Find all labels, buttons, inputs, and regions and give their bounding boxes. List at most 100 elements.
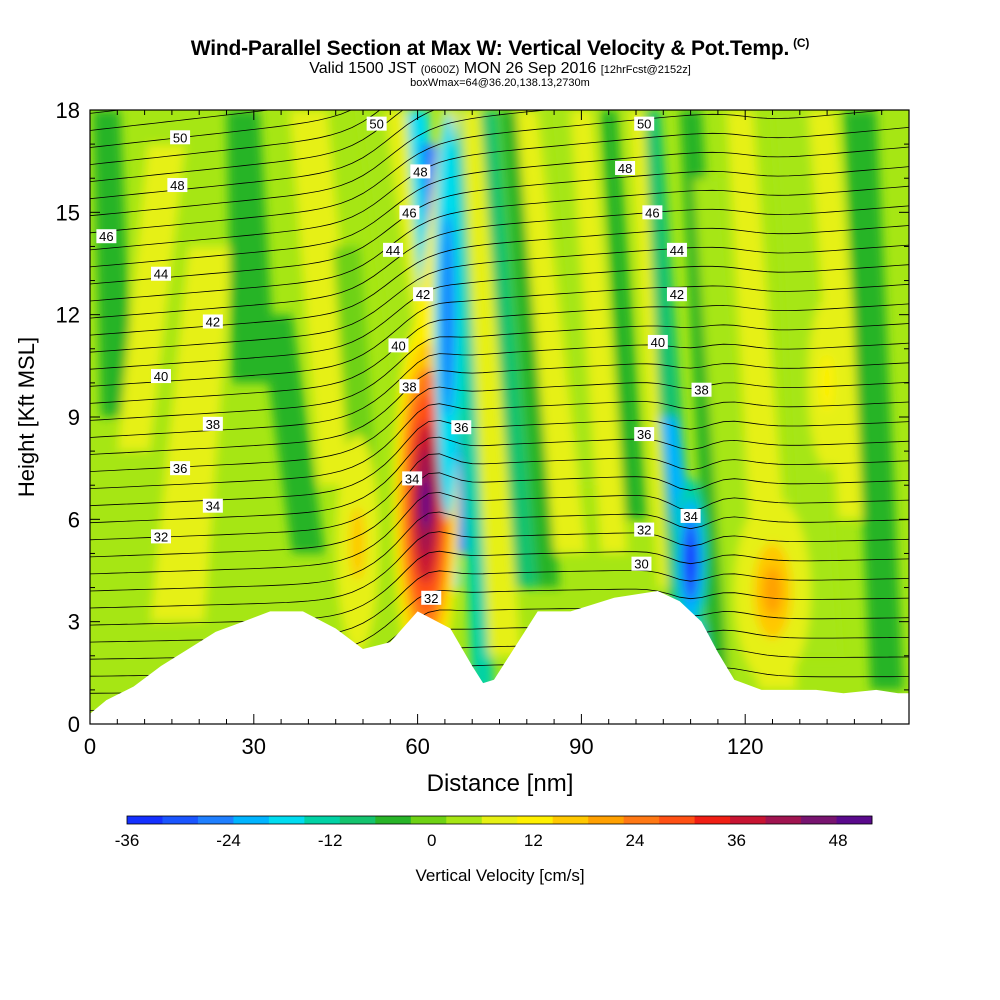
theta-label-text: 42 — [670, 287, 684, 302]
theta-label-text: 38 — [694, 383, 708, 398]
colorbar-swatch — [588, 816, 625, 824]
velocity-band-28 — [843, 110, 904, 690]
colorbar-tick-label: 12 — [524, 831, 543, 850]
velocity-band-6 — [333, 246, 377, 486]
colorbar-swatch — [304, 816, 341, 824]
theta-label-box — [666, 242, 687, 257]
y-tick-label: 12 — [56, 303, 80, 328]
theta-contour-14 — [90, 401, 909, 489]
colorbar-swatch — [127, 816, 163, 824]
theta-label-17: 36 — [451, 420, 472, 435]
theta-label-2: 46 — [96, 229, 117, 244]
theta-contour-25 — [90, 185, 909, 302]
theta-label-box — [202, 314, 223, 329]
theta-label-box — [634, 522, 655, 537]
theta-label-text: 42 — [416, 287, 430, 302]
forecast-info: [12hrFcst@2152z] — [600, 64, 691, 76]
theta-label-29: 32 — [634, 522, 655, 538]
y-tick-label: 0 — [68, 712, 80, 737]
theta-contour-39 — [90, 0, 909, 62]
theta-label-text: 46 — [99, 229, 113, 244]
theta-label-text: 32 — [637, 523, 651, 538]
box-wmax-info: boxWmax=64@36.20,138.13,2730m — [410, 77, 590, 89]
velocity-band-15 — [499, 110, 560, 588]
theta-label-box — [388, 338, 409, 353]
theta-label-box — [634, 116, 655, 131]
theta-label-26: 38 — [691, 382, 712, 398]
theta-label-9: 32 — [150, 529, 171, 544]
x-tick-label: 120 — [727, 734, 764, 759]
downdraft-core-east-ring-3 — [686, 539, 695, 581]
colorbar-swatch — [765, 816, 802, 824]
theta-label-box — [691, 382, 712, 397]
y-axis-label: Height [Kft MSL] — [14, 337, 39, 497]
theta-contour-0 — [318, 663, 909, 724]
theta-label-box — [647, 334, 668, 349]
y-tick-label: 9 — [68, 405, 80, 430]
updraft-core-east-ring-3 — [762, 567, 783, 615]
theta-label-box — [421, 590, 442, 605]
theta-contour-31 — [90, 110, 436, 200]
theta-label-7: 36 — [170, 461, 191, 476]
colorbar-tick-label: -36 — [115, 831, 140, 850]
colorbar-swatch — [162, 816, 199, 824]
theta-label-text: 36 — [637, 427, 651, 442]
colorbar-tick-label: -24 — [216, 831, 241, 850]
chart-subtitle: Valid 1500 JST (0600Z) MON 26 Sep 2016 [… — [0, 60, 1000, 78]
theta-contour-7 — [90, 531, 909, 609]
colorbar-swatch — [801, 816, 837, 824]
colorbar-tick-label: 24 — [625, 831, 644, 850]
colorbar-swatch — [410, 816, 447, 824]
theta-label-text: 32 — [154, 529, 168, 544]
theta-label-box — [202, 416, 223, 431]
theta-label-12: 46 — [399, 205, 420, 220]
colorbar-tick-label: 36 — [727, 831, 746, 850]
theta-label-text: 50 — [369, 117, 383, 132]
y-tick-label: 18 — [56, 98, 80, 123]
theta-label-4: 42 — [202, 314, 223, 329]
theta-label-30: 30 — [631, 556, 652, 572]
colorbar-swatch — [694, 816, 731, 824]
theta-label-text: 34 — [683, 509, 697, 524]
theta-label-text: 32 — [424, 591, 438, 606]
theta-label-text: 46 — [645, 205, 659, 220]
theta-label-box — [631, 556, 652, 571]
colorbar-label: Vertical Velocity [cm/s] — [415, 866, 584, 885]
theta-contour-34 — [90, 110, 353, 148]
colorbar-swatch — [197, 816, 234, 824]
colorbar-swatch — [623, 816, 660, 824]
theta-label-text: 40 — [391, 338, 405, 353]
chart-title-text: Wind-Parallel Section at Max W: Vertical… — [190, 37, 790, 60]
theta-label-box — [399, 379, 420, 394]
theta-contour-15 — [90, 382, 909, 472]
theta-label-box — [96, 229, 117, 244]
theta-label-box — [202, 498, 223, 513]
colorbar-frame — [126, 815, 873, 825]
theta-label-text: 34 — [405, 471, 419, 486]
theta-label-5: 40 — [150, 369, 171, 384]
theta-label-text: 30 — [634, 557, 648, 572]
colorbar-swatch — [730, 816, 766, 824]
valid-prefix: Valid 1500 JST — [309, 60, 417, 77]
theta-contour-22 — [90, 244, 909, 353]
downdraft-core-central-ring-1 — [440, 212, 455, 417]
theta-contour-16 — [90, 362, 909, 455]
theta-contour-labels: 50 48 46 44 42 40 38 36 34 32 50 48 46 44 42 40 38 36 34 32… — [96, 116, 712, 606]
velocity-band-19 — [600, 110, 647, 520]
velocity-band-13 — [461, 110, 522, 656]
theta-label-1: 48 — [167, 178, 188, 193]
velocity-band-3 — [226, 110, 276, 383]
theta-label-text: 44 — [154, 267, 168, 282]
theta-label-text: 34 — [206, 499, 220, 514]
valid-utc: (0600Z) — [420, 64, 460, 76]
colorbar-swatch — [517, 816, 554, 824]
theta-contour-23 — [90, 225, 909, 336]
theta-contour-27 — [90, 146, 909, 268]
theta-label-3: 44 — [150, 266, 171, 282]
theta-contour-10 — [90, 472, 909, 558]
updraft-core-west-ring-2 — [350, 506, 365, 580]
theta-label-23: 44 — [666, 242, 687, 258]
theta-label-box — [366, 116, 387, 131]
theta-label-box — [615, 160, 636, 175]
